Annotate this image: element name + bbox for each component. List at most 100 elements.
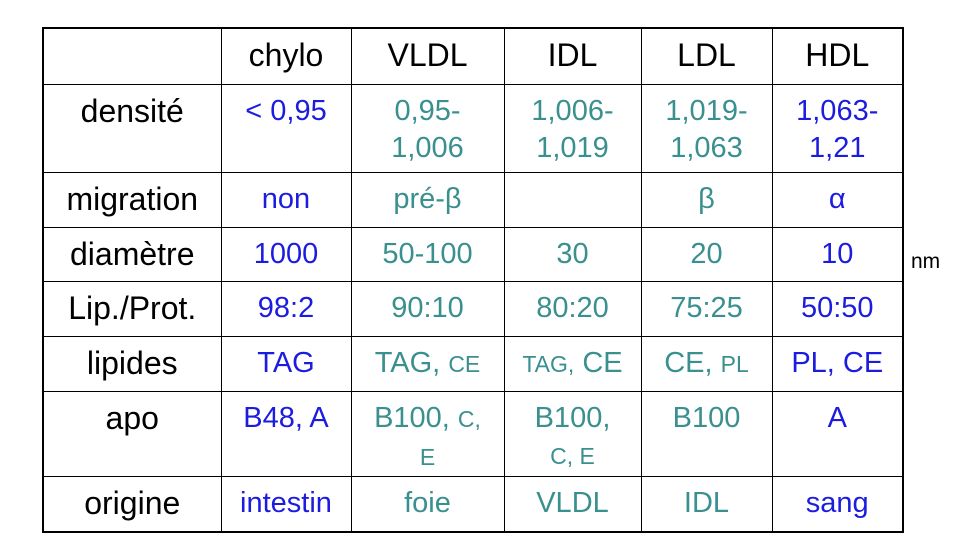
- cell-text: pré-β: [393, 183, 462, 215]
- cell: [503, 172, 642, 228]
- cell: B100, C, E: [503, 391, 642, 477]
- cell-text: foie: [404, 487, 451, 519]
- cell-text: PL, CE: [791, 347, 884, 379]
- cell-text: 50:50: [800, 292, 874, 324]
- cell-text: 1000: [253, 238, 319, 270]
- cell-text: C, E: [550, 443, 595, 469]
- corner-cell: [42, 27, 222, 85]
- cell-text: IDL: [683, 487, 730, 519]
- cell-text: 1,019: [536, 132, 609, 164]
- cell: 1000: [220, 227, 352, 282]
- cell-text: B100,: [534, 402, 611, 434]
- cell: 30: [503, 227, 642, 282]
- cell: IDL: [640, 476, 773, 532]
- header-cell: HDL: [771, 27, 904, 85]
- cell: 50:50: [771, 281, 904, 337]
- cell-text: 80:20: [536, 292, 609, 324]
- cell-text: VLDL: [536, 487, 609, 519]
- row-label: apo: [42, 391, 222, 477]
- cell: 80:20: [503, 281, 642, 337]
- cell-text: 1,006: [391, 132, 464, 164]
- row-label: migration: [42, 172, 222, 228]
- cell-text: 0,95-: [394, 95, 461, 127]
- header-cell: LDL: [640, 27, 773, 85]
- cell-text: 50-100: [382, 238, 473, 270]
- cell: 1,006- 1,019: [503, 84, 642, 173]
- cell-text: TAG,: [522, 351, 575, 377]
- cell: 98:2: [220, 281, 352, 337]
- row: origine intestin foie VLDL IDL sang: [42, 476, 904, 532]
- cell-text: intestin: [240, 487, 332, 519]
- cell-text: B100,: [374, 402, 450, 434]
- row: densité < 0,95 0,95- 1,006 1,006- 1,019 1,…: [42, 84, 904, 173]
- cell: 90:10: [350, 281, 505, 337]
- row-label: origine: [42, 476, 222, 532]
- cell-text: TAG: [257, 347, 315, 379]
- cell-text: 1,063-: [796, 95, 879, 127]
- cell: 1,019- 1,063: [640, 84, 773, 173]
- cell-text: 98:2: [257, 292, 315, 324]
- cell: B48, A: [220, 391, 352, 477]
- cell-text: TAG,: [374, 347, 441, 379]
- cell-text: 1,019-: [665, 95, 748, 127]
- cell: foie: [350, 476, 505, 532]
- cell: 0,95- 1,006: [350, 84, 505, 173]
- cell-text: 75:25: [670, 292, 743, 324]
- cell-text: PL: [720, 351, 749, 377]
- cell: B100: [640, 391, 773, 477]
- cell: 1,063- 1,21: [771, 84, 904, 173]
- cell-text: 20: [690, 238, 723, 270]
- cell-text: 90:10: [391, 292, 464, 324]
- header-cell: IDL: [503, 27, 642, 85]
- cell: 20: [640, 227, 773, 282]
- cell: 75:25: [640, 281, 773, 337]
- cell: 10: [771, 227, 904, 282]
- row: lipides TAG TAG, CE TAG, CE CE, PL PL, C…: [42, 336, 904, 392]
- cell: < 0,95: [220, 84, 352, 173]
- cell-text: C,: [457, 406, 481, 432]
- row-label: Lip./Prot.: [42, 281, 222, 337]
- cell-text: sang: [805, 487, 869, 519]
- cell: B100, C, E: [350, 391, 505, 477]
- header-row: chylo VLDL IDL LDL HDL: [42, 27, 904, 85]
- cell-text: α: [828, 183, 846, 215]
- cell: intestin: [220, 476, 352, 532]
- cell-text: CE: [448, 351, 481, 377]
- row: migration non pré-β β α: [42, 172, 904, 228]
- row-label: lipides: [42, 336, 222, 392]
- cell: 50-100: [350, 227, 505, 282]
- cell: non: [220, 172, 352, 228]
- row-label: densité: [42, 84, 222, 173]
- cell: sang: [771, 476, 904, 532]
- cell: TAG, CE: [350, 336, 505, 392]
- cell-text: A: [827, 402, 847, 434]
- cell: CE, PL: [640, 336, 773, 392]
- cell: pré-β: [350, 172, 505, 228]
- cell: TAG: [220, 336, 352, 392]
- cell-text: E: [419, 444, 436, 470]
- row: apo B48, A B100, C, E B100, C, E B100 A: [42, 391, 904, 477]
- cell-text: CE,: [664, 347, 713, 379]
- row-label: diamètre: [42, 227, 222, 282]
- cell-text: < 0,95: [245, 95, 327, 127]
- cell-text: 1,21: [809, 132, 866, 164]
- header-cell: VLDL: [350, 27, 505, 85]
- cell: β: [640, 172, 773, 228]
- cell-text: 10: [821, 238, 854, 270]
- unit-label: nm: [911, 250, 941, 273]
- row: diamètre 1000 50-100 30 20 10: [42, 227, 904, 282]
- cell: α: [771, 172, 904, 228]
- cell-text: 1,006-: [531, 95, 614, 127]
- cell-text: non: [261, 183, 311, 215]
- cell-text: 30: [556, 238, 589, 270]
- cell: PL, CE: [771, 336, 904, 392]
- cell: TAG, CE: [503, 336, 642, 392]
- cell: A: [771, 391, 904, 477]
- lipoprotein-table: chylo VLDL IDL LDL HDL densité < 0,95 0,…: [42, 27, 904, 533]
- cell-text: β: [698, 183, 715, 215]
- cell-text: CE: [582, 347, 623, 379]
- cell: VLDL: [503, 476, 642, 532]
- cell-text: 1,063: [670, 132, 743, 164]
- cell-text: B100: [672, 402, 741, 434]
